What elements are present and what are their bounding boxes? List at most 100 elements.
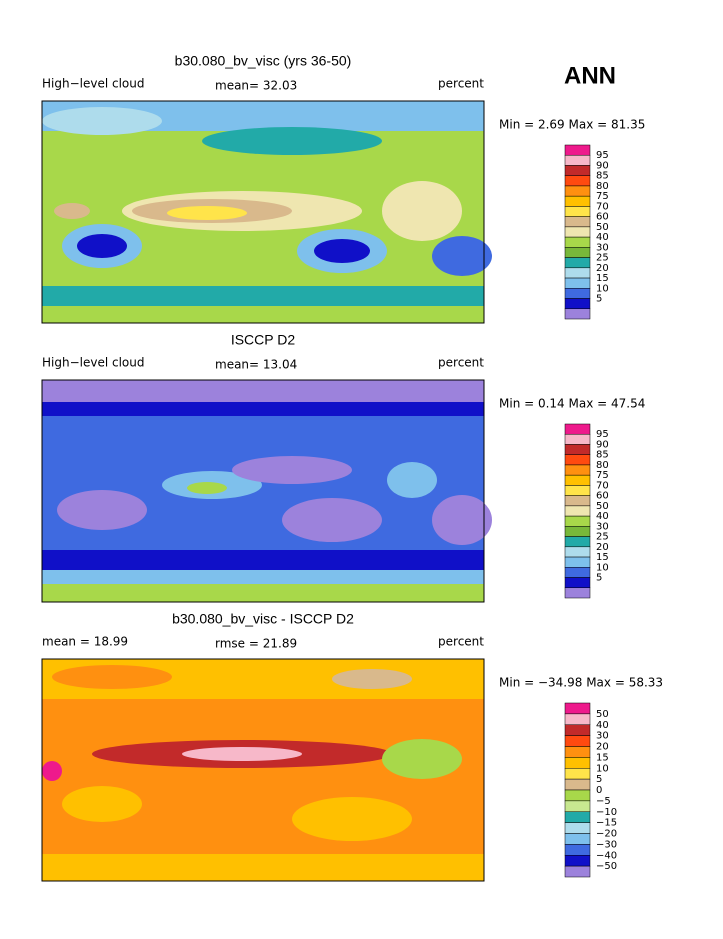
- colorbar-box: [564, 154, 591, 166]
- colorbar-label: 5: [596, 774, 602, 785]
- panel-title: b30.080_bv_visc (yrs 36-50): [175, 53, 352, 69]
- season-label: ANN: [564, 62, 616, 89]
- colorbar-box: [564, 226, 591, 238]
- colorbar-label: 50: [596, 501, 609, 512]
- colorbar-label: 15: [596, 752, 609, 763]
- colorbar-label: −30: [596, 839, 617, 850]
- colorbar-box: [564, 515, 591, 527]
- colorbar-box: [564, 485, 591, 496]
- colorbar-box: [564, 288, 591, 299]
- center-label: mean= 32.03: [215, 79, 297, 93]
- colorbar-label: 70: [596, 201, 609, 212]
- colorbar-label: 60: [596, 212, 609, 223]
- colorbar-label: 25: [596, 532, 609, 543]
- panel-title: b30.080_bv_visc - ISCCP D2: [172, 611, 354, 627]
- colorbar-box: [564, 735, 591, 747]
- colorbar-box: [564, 724, 591, 736]
- min-max: Min = −34.98 Max = 58.33: [499, 676, 663, 690]
- colorbar-label: −20: [596, 829, 617, 840]
- colorbar-label: 5: [596, 573, 602, 584]
- colorbar-label: 10: [596, 562, 609, 573]
- colorbar-label: 75: [596, 191, 609, 202]
- colorbar-box: [564, 844, 591, 856]
- left-label: High−level cloud: [42, 77, 144, 91]
- colorbar-box: [564, 778, 591, 791]
- map-diff: [41, 658, 485, 882]
- colorbar-label: 95: [596, 429, 609, 440]
- colorbar-label: 0: [596, 785, 602, 796]
- colorbar-label: 60: [596, 491, 609, 502]
- center-label: rmse = 21.89: [215, 637, 297, 651]
- colorbar-box: [564, 247, 591, 258]
- colorbar-label: 10: [596, 763, 609, 774]
- colorbar-box: [564, 702, 591, 715]
- colorbar-box: [564, 495, 591, 507]
- colorbar-box: [564, 505, 591, 517]
- left-label: High−level cloud: [42, 356, 144, 370]
- colorbar-label: 90: [596, 439, 609, 450]
- colorbar-box: [564, 768, 591, 780]
- colorbar-box: [564, 267, 591, 279]
- colorbar-box: [564, 206, 591, 217]
- colorbar-box: [564, 144, 591, 156]
- colorbar-label: −10: [596, 807, 617, 818]
- colorbar-label: 30: [596, 242, 609, 253]
- colorbar-label: 50: [596, 222, 609, 233]
- colorbar-box: [564, 474, 591, 486]
- colorbar-box: [564, 865, 591, 878]
- colorbar-label: −40: [596, 850, 617, 861]
- colorbar-label: 10: [596, 283, 609, 294]
- colorbar-label: 40: [596, 720, 609, 731]
- colorbar-label: 90: [596, 160, 609, 171]
- colorbar-box: [564, 454, 591, 466]
- colorbar-box: [564, 855, 591, 867]
- colorbar-box: [564, 713, 591, 725]
- left-label: mean = 18.99: [42, 635, 128, 649]
- colorbar-box: [564, 556, 591, 568]
- colorbar-label: 85: [596, 450, 609, 461]
- colorbar-label: 50: [596, 709, 609, 720]
- colorbar-label: 95: [596, 150, 609, 161]
- center-label: mean= 13.04: [215, 358, 297, 372]
- colorbar-label: 80: [596, 181, 609, 192]
- colorbar-box: [564, 526, 591, 537]
- colorbar-box: [564, 423, 591, 435]
- colorbar-label: 40: [596, 232, 609, 243]
- min-max: Min = 0.14 Max = 47.54: [499, 397, 645, 411]
- colorbar-label: −5: [596, 796, 611, 807]
- colorbar-label: 25: [596, 253, 609, 264]
- colorbar-box: [564, 298, 591, 310]
- colorbar-box: [564, 833, 591, 845]
- colorbar-box: [564, 216, 591, 228]
- colorbar-box: [564, 464, 591, 476]
- colorbar-box: [564, 444, 591, 455]
- colorbar-box: [564, 811, 591, 823]
- colorbar-label: −15: [596, 818, 617, 829]
- units-label: percent: [438, 635, 484, 649]
- colorbar-label: 30: [596, 731, 609, 742]
- colorbar-box: [564, 257, 591, 269]
- colorbar-label: 70: [596, 480, 609, 491]
- panel-title: ISCCP D2: [231, 332, 296, 348]
- colorbar-box: [564, 546, 591, 558]
- colorbar-box: [564, 757, 591, 769]
- colorbar-box: [564, 577, 591, 589]
- colorbar-label: −50: [596, 861, 617, 872]
- map-model: [41, 100, 492, 324]
- colorbar-box: [564, 746, 591, 758]
- colorbar-box: [564, 789, 591, 802]
- colorbar-box: [564, 822, 591, 834]
- units-label: percent: [438, 356, 484, 370]
- colorbar-box: [564, 587, 591, 599]
- colorbar-label: 75: [596, 470, 609, 481]
- colorbar-label: 15: [596, 273, 609, 284]
- units-label: percent: [438, 77, 484, 91]
- colorbar-label: 20: [596, 742, 609, 753]
- colorbar-label: 5: [596, 294, 602, 305]
- colorbar-box: [564, 308, 591, 320]
- colorbar-label: 80: [596, 460, 609, 471]
- colorbar-box: [564, 433, 591, 445]
- min-max: Min = 2.69 Max = 81.35: [499, 118, 645, 132]
- colorbar-box: [564, 236, 591, 248]
- colorbar-box: [564, 185, 591, 197]
